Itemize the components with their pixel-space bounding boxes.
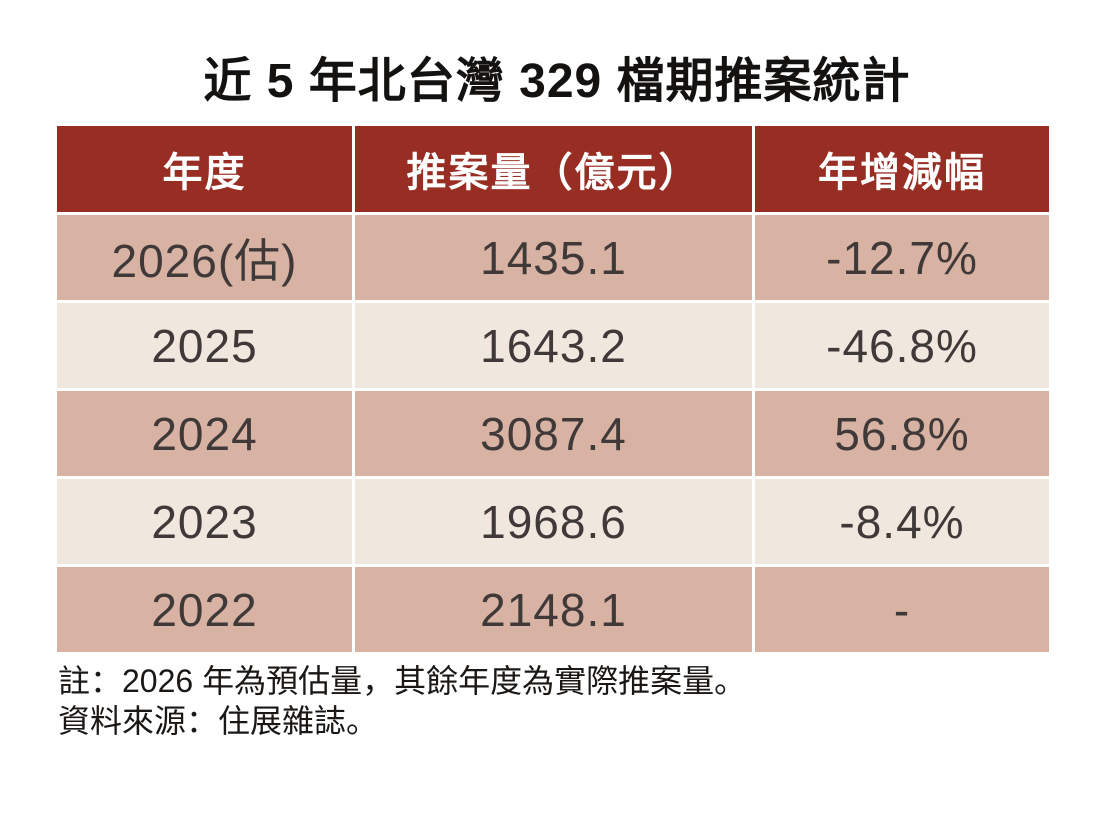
table-cell-year: 2026(估) bbox=[57, 215, 352, 300]
header-cell-volume: 推案量（億元） bbox=[355, 126, 752, 212]
stats-table: 年度 推案量（億元） 年增減幅 2026(估) 1435.1 -12.7% 20… bbox=[57, 126, 1049, 652]
header-cell-yoy: 年增減幅 bbox=[755, 126, 1049, 212]
table-cell-volume: 3087.4 bbox=[355, 391, 752, 476]
table-cell-year: 2022 bbox=[57, 567, 352, 652]
table-cell-year: 2025 bbox=[57, 303, 352, 388]
table-cell-year: 2023 bbox=[57, 479, 352, 564]
page-title: 近 5 年北台灣 329 檔期推案統計 bbox=[203, 55, 911, 108]
header-cell-year: 年度 bbox=[57, 126, 352, 212]
table-cell-yoy: 56.8% bbox=[755, 391, 1049, 476]
table-cell-volume: 2148.1 bbox=[355, 567, 752, 652]
footnotes: 註：2026 年為預估量，其餘年度為實際推案量。 資料來源：住展雜誌。 bbox=[58, 661, 746, 741]
footnote-estimate: 註：2026 年為預估量，其餘年度為實際推案量。 bbox=[58, 663, 747, 699]
table-cell-volume: 1435.1 bbox=[355, 215, 752, 300]
table-cell-year: 2024 bbox=[57, 391, 352, 476]
table-cell-yoy: -46.8% bbox=[755, 303, 1049, 388]
footnote-source: 資料來源：住展雜誌。 bbox=[58, 703, 379, 739]
table-cell-yoy: - bbox=[755, 567, 1049, 652]
table-cell-volume: 1643.2 bbox=[355, 303, 752, 388]
table-cell-volume: 1968.6 bbox=[355, 479, 752, 564]
table-cell-yoy: -8.4% bbox=[755, 479, 1049, 564]
table-cell-yoy: -12.7% bbox=[755, 215, 1049, 300]
